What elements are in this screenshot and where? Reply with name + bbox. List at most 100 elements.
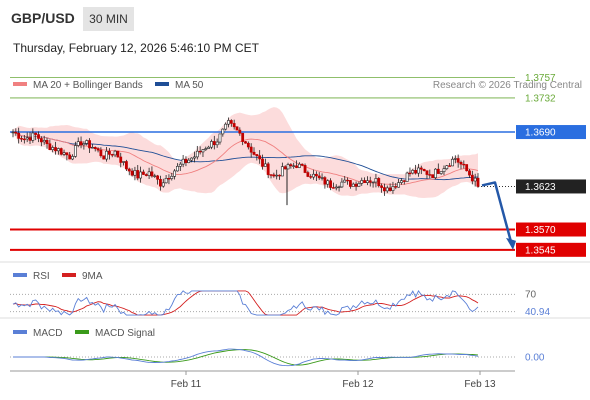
candle (210, 141, 213, 148)
timeframe-button[interactable]: 30 MIN (83, 7, 134, 31)
candle (357, 183, 361, 187)
candle (434, 168, 437, 179)
candle (195, 150, 199, 158)
rsi-9ma-line (12, 290, 479, 316)
price-labels: 1.3757 1.3732 1.3690 1.3570 1.3545 1.3623 (516, 73, 586, 257)
candle (153, 175, 157, 177)
candle (17, 132, 21, 139)
candle (39, 138, 43, 143)
legend-macd-label: MACD (33, 328, 63, 339)
legend-rsi-label: RSI (33, 271, 50, 282)
candle (181, 158, 185, 165)
candle (334, 186, 338, 189)
macd-panel: 0.00 (10, 348, 545, 367)
candle (431, 174, 435, 179)
rsi-value: 40.94 (525, 307, 550, 318)
candle (142, 171, 145, 175)
legend-macd-signal: MACD Signal (75, 328, 155, 339)
legend-ma50-swatch (155, 82, 169, 87)
candle (343, 179, 347, 183)
candle (76, 141, 80, 146)
candle (462, 163, 466, 166)
candle (249, 146, 253, 153)
candle (133, 170, 137, 176)
price-label-1.3570: 1.3570 (525, 225, 556, 236)
candle (56, 148, 60, 152)
candle (354, 183, 358, 187)
candle (110, 154, 114, 156)
candle (156, 175, 160, 180)
x-tick-label-Feb-11: Feb 11 (171, 379, 202, 390)
candle (130, 170, 134, 176)
candle (383, 187, 386, 192)
candle (187, 159, 191, 164)
forecast-arrow-head (506, 237, 516, 250)
candles (11, 117, 480, 206)
forecast-arrow-line (481, 181, 513, 243)
candle (62, 152, 66, 155)
candle (73, 145, 77, 157)
candle (190, 157, 194, 161)
candle (314, 173, 318, 177)
candle (99, 149, 103, 157)
candle (176, 166, 179, 172)
candle (144, 174, 148, 176)
candle (408, 172, 412, 175)
legend-macd: MACD (13, 328, 62, 339)
candle (164, 178, 168, 184)
candle (402, 180, 406, 182)
legend-macd-signal-swatch (75, 330, 89, 335)
candle (371, 181, 375, 184)
price-tag-1.3545 (516, 242, 586, 257)
candle (244, 141, 247, 144)
candle (391, 186, 395, 191)
candle (65, 152, 69, 156)
legend-macd-signal-label: MACD Signal (95, 328, 156, 339)
candle (221, 128, 225, 135)
legend-macd-swatch (13, 330, 27, 335)
candle (436, 168, 440, 174)
candle (85, 140, 89, 144)
price-tag-1.3690 (516, 125, 586, 140)
candle (54, 147, 57, 152)
candle (193, 156, 196, 159)
candle (374, 178, 378, 183)
candle (439, 171, 443, 174)
candle (275, 174, 279, 177)
candle (14, 131, 18, 134)
price-levels (10, 77, 516, 251)
candle (283, 166, 287, 170)
candle (456, 158, 460, 163)
legend-ma50: MA 50 (155, 80, 203, 91)
candle (136, 170, 140, 179)
price-label-1.3545: 1.3545 (525, 245, 556, 256)
panel-separators (0, 261, 590, 372)
candle (255, 154, 259, 157)
price-label-current: 1.3623 (525, 182, 556, 193)
candle (204, 148, 208, 150)
candle (122, 161, 125, 163)
legend-ma20-label: MA 20 + Bollinger Bands (33, 80, 143, 91)
candle (377, 178, 381, 187)
candle (473, 177, 477, 182)
candle (108, 150, 111, 155)
candle (127, 168, 131, 172)
candle (414, 170, 418, 174)
candle (368, 180, 372, 183)
candle (422, 168, 426, 172)
candle (48, 143, 52, 150)
candle (317, 175, 321, 179)
candle (445, 165, 449, 170)
candle (349, 180, 352, 187)
candle (278, 174, 281, 177)
candle (25, 137, 29, 140)
candle (309, 176, 313, 178)
candle (42, 140, 46, 143)
candle (224, 123, 228, 130)
candle (88, 140, 91, 149)
bollinger-bands (13, 107, 478, 198)
candle (238, 129, 242, 134)
candle (212, 141, 216, 146)
candle (388, 187, 392, 191)
